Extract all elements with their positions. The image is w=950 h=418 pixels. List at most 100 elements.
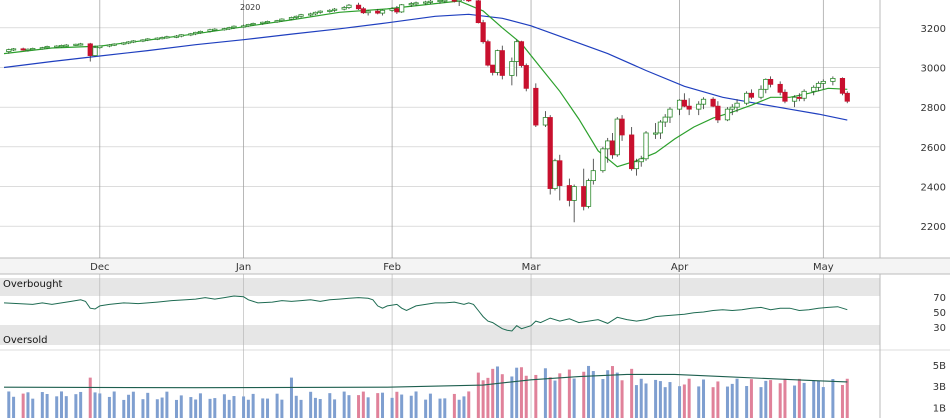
volume-bar (582, 371, 586, 418)
volume-bar (452, 393, 456, 418)
volume-bar (553, 380, 557, 418)
candle-up (801, 90, 807, 99)
candle-down (475, 0, 481, 24)
month-label: Feb (383, 262, 401, 273)
candle-down (581, 186, 587, 207)
month-label: Mar (522, 262, 542, 273)
volume-bar (213, 398, 217, 418)
volume-bar (251, 393, 255, 418)
candle-up (250, 23, 256, 26)
candle-up (293, 15, 299, 18)
candle-up (312, 11, 319, 15)
candle-up (763, 78, 769, 90)
volume-bar (107, 396, 111, 418)
candle-down (844, 92, 850, 102)
candle-up (6, 49, 12, 53)
candle-up (815, 82, 822, 88)
candle-up (92, 47, 98, 56)
candle-up (552, 160, 558, 189)
oversold-label: Oversold (3, 335, 48, 346)
volume-bar (438, 398, 442, 418)
volume-bar (630, 368, 634, 418)
volume-bar (155, 399, 159, 418)
volume-bar (146, 392, 150, 418)
volume-bar (778, 383, 782, 418)
volume-bar (730, 383, 734, 418)
candle-up (260, 21, 266, 24)
candle-up (494, 50, 501, 73)
candle-up (106, 44, 113, 47)
candle-up (676, 99, 683, 110)
volume-bar (366, 397, 370, 418)
candle-up (820, 80, 826, 84)
candle-up (399, 4, 405, 13)
oscillator-tick-label: 70 (933, 293, 946, 304)
volume-bar (697, 386, 701, 418)
candle-up (39, 47, 45, 50)
volume-bar (735, 378, 739, 418)
candle-up (58, 45, 65, 48)
volume-bar (361, 391, 365, 418)
oscillator-tick-label: 30 (933, 323, 946, 334)
volume-tick-label: 3B (933, 382, 946, 393)
price-tick-label: 2200 (921, 222, 946, 233)
volume-bar (486, 377, 490, 418)
candle-up (657, 121, 663, 134)
candle-down (490, 64, 496, 73)
price-tick-label: 2800 (921, 103, 946, 114)
candle-up (145, 38, 151, 41)
candle-up (226, 27, 232, 30)
volume-bar (7, 391, 11, 418)
volume-bar (160, 397, 164, 418)
candle-up (542, 117, 549, 126)
volume-bar (462, 396, 466, 418)
price-tick-label: 2400 (921, 183, 946, 194)
axis-labels: 2200 2400 2600 2800 3000 3200 Dec Jan Feb Mar Apr M… (90, 24, 946, 415)
month-label: Apr (671, 262, 689, 273)
volume-bar (88, 377, 92, 418)
volume-bar (428, 393, 432, 418)
candle-up (456, 0, 462, 2)
candle-down (547, 117, 553, 189)
candle-up (317, 10, 323, 13)
candle-up (571, 186, 577, 201)
price-tick-label: 3200 (921, 24, 946, 35)
candle-down (557, 160, 563, 186)
volume-bar (261, 398, 265, 418)
volume-bar (500, 374, 504, 418)
candle-up (379, 9, 386, 14)
ma-long-line (3, 13, 848, 121)
candle-down (609, 140, 616, 156)
volume-bar (769, 380, 773, 418)
month-label: Jan (235, 262, 251, 273)
volume-bar (831, 379, 835, 418)
volume-average-line (3, 373, 848, 389)
candle-down (355, 4, 362, 10)
volume-bar (812, 380, 816, 418)
candle-up (63, 44, 69, 47)
volume-bar (222, 394, 226, 418)
candle-up (298, 14, 304, 17)
volume-bar (189, 397, 193, 418)
month-label: Dec (90, 262, 109, 273)
volume-bar (289, 377, 293, 418)
candle-up (811, 86, 817, 92)
volume-bar (745, 386, 749, 418)
volume-bar (534, 374, 538, 418)
volume-bar (716, 381, 720, 418)
volume-bar (644, 383, 648, 418)
candle-up (590, 170, 596, 181)
candle-down (566, 185, 572, 201)
candle-up (758, 88, 764, 98)
candle-up (73, 43, 79, 46)
candle-up (600, 148, 606, 172)
volume-bar (678, 386, 682, 418)
volume-bar (98, 393, 102, 418)
candle-up (662, 116, 668, 123)
volume-bar (74, 394, 78, 418)
candle-up (159, 37, 165, 40)
volume-bar (725, 386, 729, 418)
volume-bar (572, 378, 576, 418)
candle-up (696, 103, 702, 110)
